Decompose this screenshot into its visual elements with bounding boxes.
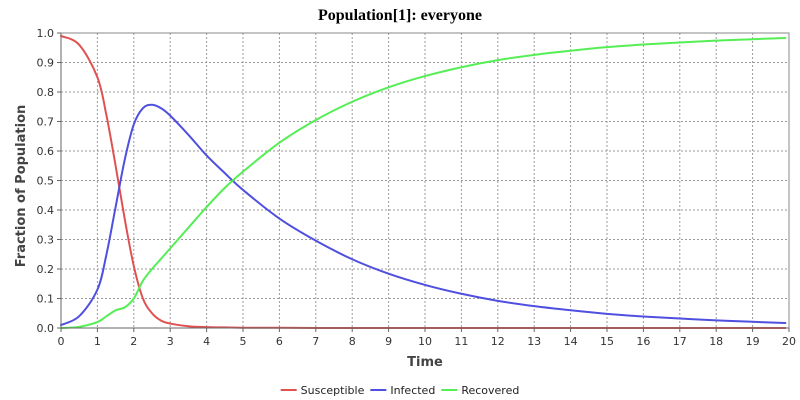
y-tick-label-4: 0.4: [37, 204, 55, 217]
x-tick-label-16: 16: [636, 335, 650, 348]
legend-label-recovered: Recovered: [461, 384, 519, 397]
x-tick-label-17: 17: [673, 335, 687, 348]
axis-layer: 0 1 2 3 4 5 6 7 8 9 10 11 12 13 14 15 16 17 18 19 200.00.10.…: [37, 27, 797, 348]
x-tick-label-11: 11: [454, 335, 468, 348]
x-tick-label-9: 9: [385, 335, 392, 348]
chart-title: Population[1]: everyone: [318, 7, 482, 24]
x-tick-label-5: 5: [240, 335, 247, 348]
y-tick-label-9: 0.9: [37, 57, 55, 70]
x-tick-label-20: 20: [782, 335, 796, 348]
legend: Susceptible Infected Recovered: [280, 384, 519, 397]
y-tick-label-5: 0.5: [37, 175, 55, 188]
x-tick-label-2: 2: [130, 335, 137, 348]
y-tick-label-7: 0.7: [37, 116, 55, 129]
y-tick-label-1: 0.1: [37, 293, 55, 306]
x-tick-label-14: 14: [564, 335, 578, 348]
series-line-infected: [60, 103, 787, 327]
y-tick-label-2: 0.2: [37, 263, 55, 276]
x-tick-label-8: 8: [349, 335, 356, 348]
x-tick-label-1: 1: [94, 335, 101, 348]
y-tick-label-8: 0.8: [37, 86, 55, 99]
x-tick-label-15: 15: [600, 335, 614, 348]
x-tick-label-13: 13: [527, 335, 541, 348]
legend-label-susceptible: Susceptible: [301, 384, 365, 397]
x-tick-label-18: 18: [709, 335, 723, 348]
x-axis-label: Time: [407, 355, 443, 370]
x-tick-label-19: 19: [746, 335, 760, 348]
y-tick-label-10: 1.0: [37, 27, 55, 40]
series-line-recovered: [60, 37, 787, 329]
x-tick-label-3: 3: [167, 335, 174, 348]
y-axis-label: Fraction of Population: [14, 105, 29, 268]
legend-label-infected: Infected: [390, 384, 435, 397]
x-tick-label-12: 12: [491, 335, 505, 348]
x-tick-label-4: 4: [203, 335, 210, 348]
x-tick-label-6: 6: [276, 335, 283, 348]
y-tick-label-3: 0.3: [37, 234, 55, 247]
x-tick-label-10: 10: [418, 335, 432, 348]
x-tick-label-7: 7: [312, 335, 319, 348]
y-tick-label-6: 0.6: [37, 145, 55, 158]
x-tick-label-0: 0: [58, 335, 65, 348]
y-tick-label-0: 0.0: [37, 322, 55, 335]
